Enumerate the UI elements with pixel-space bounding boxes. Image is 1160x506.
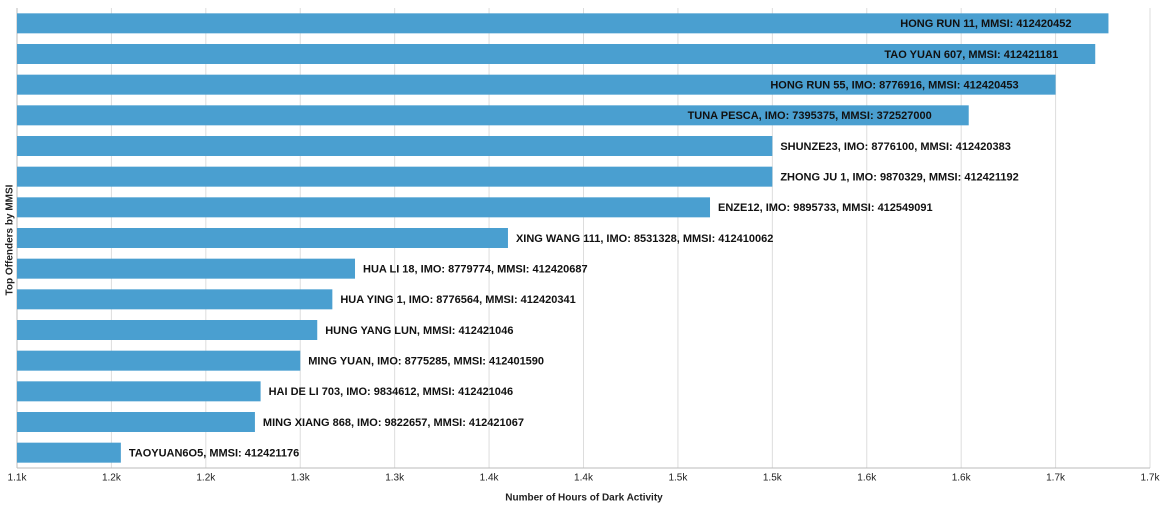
x-tick-label: 1.2k <box>196 473 216 484</box>
bar <box>17 289 333 310</box>
bar-label: HUA LI 18, IMO: 8779774, MMSI: 412420687 <box>363 264 588 276</box>
bar-label: MING YUAN, IMO: 8775285, MMSI: 412401590 <box>308 356 544 368</box>
bar <box>17 197 711 218</box>
x-tick-label: 1.3k <box>291 473 311 484</box>
bar <box>17 381 261 402</box>
x-tick-label: 1.1k <box>8 473 28 484</box>
bar <box>17 44 1096 64</box>
bar <box>17 13 1109 34</box>
bar <box>17 74 1056 95</box>
bar-label: SHUNZE23, IMO: 8776100, MMSI: 412420383 <box>780 141 1011 153</box>
bar <box>17 136 773 156</box>
bar-label: TAO YUAN 607, MMSI: 412421181 <box>884 49 1058 61</box>
bar-label: HUNG YANG LUN, MMSI: 412421046 <box>325 325 513 337</box>
x-tick-label: 1.6k <box>857 473 877 484</box>
x-tick-label: 1.3k <box>385 473 405 484</box>
y-axis-title: Top Offenders by MMSI <box>5 184 16 295</box>
bar <box>17 320 318 340</box>
x-tick-label: 1.4k <box>480 473 500 484</box>
x-axis-title: Number of Hours of Dark Activity <box>505 493 663 504</box>
x-tick-label: 1.4k <box>574 473 594 484</box>
bar-label: HONG RUN 55, IMO: 8776916, MMSI: 4124204… <box>770 80 1018 92</box>
x-tick-label: 1.5k <box>668 473 688 484</box>
bar-label: ENZE12, IMO: 9895733, MMSI: 412549091 <box>718 202 933 214</box>
bar <box>17 412 255 432</box>
bar <box>17 258 356 279</box>
x-tick-label: 1.6k <box>952 473 972 484</box>
bar <box>17 166 773 187</box>
x-tick-label: 1.2k <box>102 473 122 484</box>
bar-label: XING WANG 111, IMO: 8531328, MMSI: 41241… <box>516 233 773 245</box>
bar-label: TUNA PESCA, IMO: 7395375, MMSI: 37252700… <box>688 110 932 122</box>
bar-label: MING XIANG 868, IMO: 9822657, MMSI: 4124… <box>263 417 524 429</box>
bar <box>17 228 508 248</box>
bar-label: ZHONG JU 1, IMO: 9870329, MMSI: 41242119… <box>780 172 1018 184</box>
x-tick-label: 1.7k <box>1141 473 1160 484</box>
bar-label: HAI DE LI 703, IMO: 9834612, MMSI: 41242… <box>269 386 514 398</box>
bar-label: HONG RUN 11, MMSI: 412420452 <box>900 18 1071 30</box>
bar <box>17 105 969 126</box>
bar <box>17 350 301 371</box>
bar-label: HUA YING 1, IMO: 8776564, MMSI: 41242034… <box>340 294 575 306</box>
x-tick-label: 1.5k <box>763 473 783 484</box>
bar <box>17 442 121 463</box>
x-tick-label: 1.7k <box>1046 473 1066 484</box>
bar-label: TAOYUAN6O5, MMSI: 412421176 <box>129 448 299 460</box>
